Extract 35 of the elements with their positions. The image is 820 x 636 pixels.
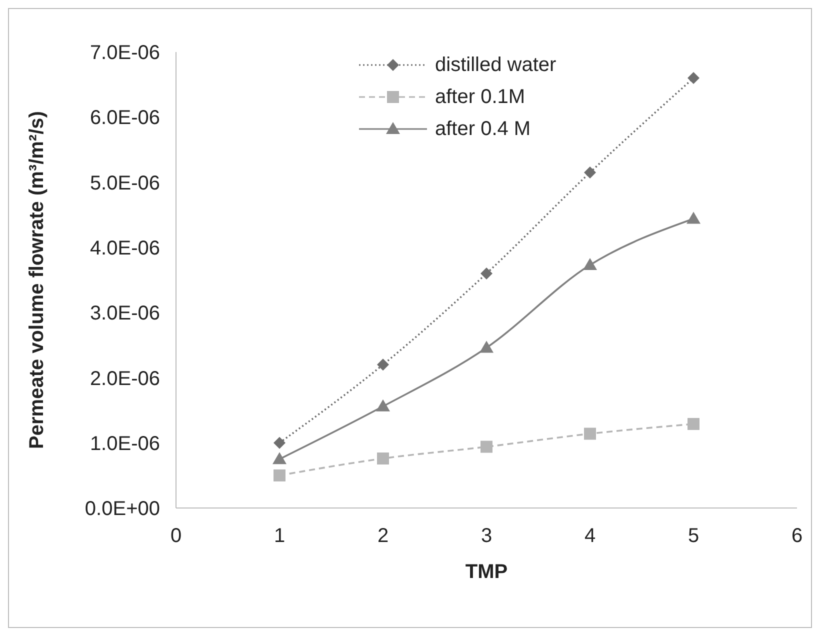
- legend-label: after 0.1M: [435, 86, 526, 108]
- x-tick-label: 5: [688, 525, 700, 547]
- x-tick-label: 1: [274, 525, 286, 547]
- point: [688, 418, 700, 430]
- point: [480, 340, 494, 353]
- y-tick-label: 6.0E-06: [90, 107, 160, 130]
- y-axis-title: Permeate volume flowrate (m³/m²/s): [26, 111, 48, 449]
- point: [480, 267, 492, 280]
- point: [583, 258, 597, 270]
- y-tick-label: 4.0E-06: [90, 238, 160, 260]
- y-tick-label: 5.0E-06: [90, 172, 160, 194]
- y-tick-label: 0.0E+00: [84, 498, 160, 520]
- x-tick-label: 4: [584, 525, 596, 547]
- x-tick-label: 6: [791, 525, 803, 547]
- point: [688, 72, 700, 84]
- x-tick-label: 0: [170, 525, 182, 547]
- point: [376, 399, 390, 412]
- legend-label: after 0.4 M: [435, 118, 531, 140]
- point: [584, 166, 596, 179]
- x-axis-title: TMP: [465, 561, 508, 583]
- y-tick-label: 2.0E-06: [90, 368, 160, 390]
- legend-label: distilled water: [435, 54, 556, 76]
- point: [272, 452, 286, 464]
- point: [377, 358, 389, 371]
- y-tick-label: 7.0E-06: [90, 42, 160, 64]
- x-tick-label: 2: [377, 525, 389, 547]
- point: [480, 440, 492, 453]
- point: [686, 212, 700, 224]
- point: [274, 436, 286, 449]
- point: [274, 469, 286, 482]
- y-tick-label: 3.0E-06: [90, 302, 160, 325]
- x-tick-label: 3: [480, 525, 492, 547]
- y-tick-label: 1.0E-06: [90, 432, 160, 455]
- point: [584, 428, 596, 440]
- point: [377, 452, 389, 464]
